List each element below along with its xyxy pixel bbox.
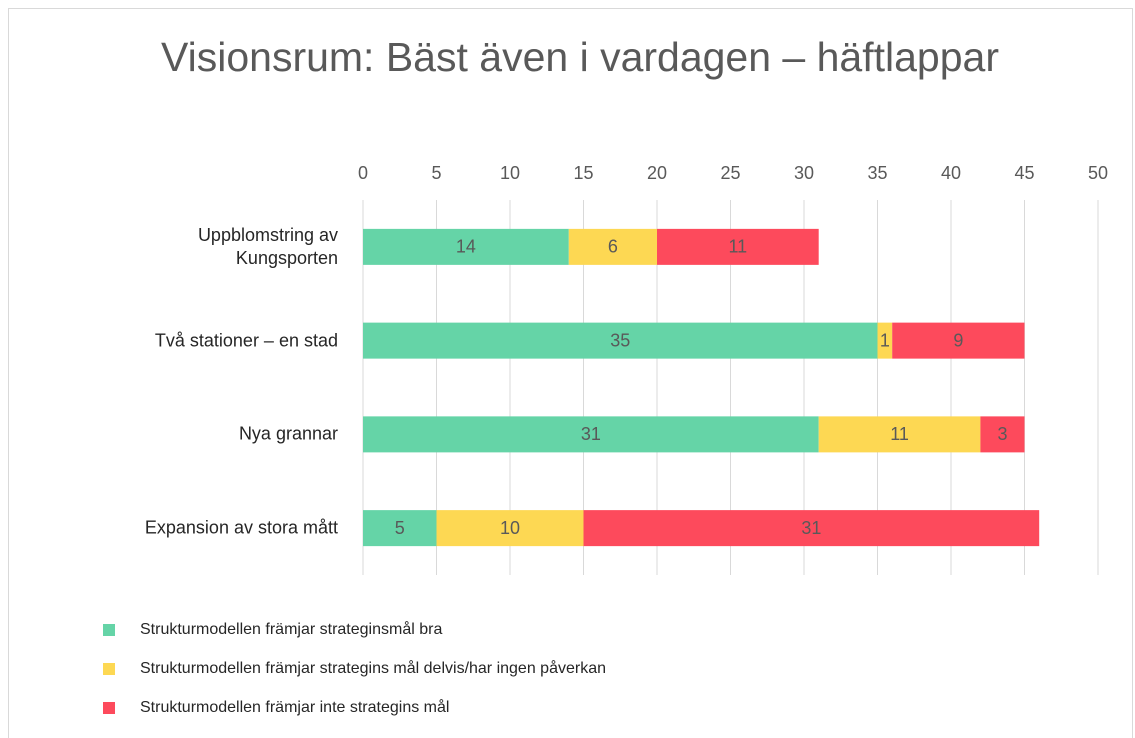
legend-swatch — [103, 624, 115, 636]
bar-segment — [818, 416, 981, 453]
x-tick-label: 45 — [1014, 163, 1034, 183]
legend-label: Strukturmodellen främjar strategins mål … — [140, 660, 606, 677]
bar-segment — [583, 510, 1040, 547]
data-label: 6 — [608, 237, 618, 257]
x-tick-label: 25 — [720, 163, 740, 183]
y-tick-label: Expansion av stora mått — [144, 517, 338, 538]
x-tick-label: 50 — [1088, 163, 1108, 183]
bar-segment — [363, 228, 569, 265]
x-tick-label: 15 — [573, 163, 593, 183]
data-label: 11 — [729, 237, 748, 257]
chart-title: Visionsrum: Bäst även i vardagen – häftl… — [161, 34, 999, 80]
bar-segment — [877, 322, 893, 359]
legend-label: Strukturmodellen främjar strateginsmål b… — [140, 621, 443, 638]
data-label: 35 — [610, 330, 630, 350]
x-tick-label: 35 — [867, 163, 887, 183]
y-tick-label: Uppblomstring av Kungsporten — [197, 224, 338, 268]
bar-segment — [657, 228, 819, 265]
data-label: 31 — [801, 518, 821, 538]
x-tick-label: 0 — [358, 163, 368, 183]
data-label: 1 — [880, 330, 890, 350]
chart-border — [8, 8, 1133, 738]
legend-label: Strukturmodellen främjar inte strategins… — [140, 699, 450, 716]
bar-segment — [363, 510, 437, 547]
legend-swatch — [103, 663, 115, 675]
bar-segment — [980, 416, 1025, 453]
data-label: 31 — [581, 424, 601, 444]
bar-segment — [363, 322, 878, 359]
x-tick-label: 40 — [941, 163, 961, 183]
data-label: 10 — [500, 518, 520, 538]
data-label: 9 — [953, 330, 963, 350]
bar-segment — [568, 228, 657, 265]
x-tick-label: 10 — [500, 163, 520, 183]
legend-swatch — [103, 702, 115, 714]
x-tick-label: 30 — [794, 163, 814, 183]
bar-segment — [892, 322, 1025, 359]
data-label: 14 — [456, 237, 476, 257]
data-label: 3 — [997, 424, 1007, 444]
data-label: 11 — [890, 424, 909, 444]
bar-segment — [363, 416, 819, 453]
data-label: 5 — [395, 518, 405, 538]
x-tick-label: 20 — [647, 163, 667, 183]
bar-segment — [436, 510, 584, 547]
x-tick-label: 5 — [431, 163, 441, 183]
y-tick-label: Två stationer – en stad — [154, 330, 338, 351]
y-tick-label: Nya grannar — [238, 423, 338, 444]
